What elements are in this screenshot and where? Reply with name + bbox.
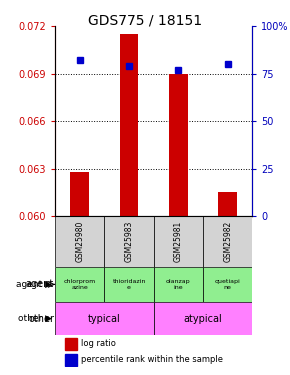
Bar [65, 354, 77, 366]
FancyBboxPatch shape [55, 216, 104, 267]
Bar [65, 338, 77, 350]
FancyBboxPatch shape [154, 267, 203, 302]
FancyBboxPatch shape [55, 267, 104, 302]
Bar [70, 172, 89, 216]
Text: quetiapi
ne: quetiapi ne [215, 279, 240, 290]
FancyBboxPatch shape [154, 302, 252, 335]
Bar [120, 34, 138, 216]
Text: other: other [28, 314, 54, 324]
Bar [218, 192, 237, 216]
Text: typical: typical [88, 314, 121, 324]
Text: atypical: atypical [184, 314, 222, 324]
Text: agent ▶: agent ▶ [16, 280, 52, 289]
Text: GSM25982: GSM25982 [223, 221, 232, 262]
Text: agent: agent [26, 279, 54, 290]
Text: chlorprom
azine: chlorprom azine [64, 279, 96, 290]
Text: GSM25981: GSM25981 [174, 221, 183, 262]
FancyBboxPatch shape [203, 267, 252, 302]
Text: log ratio: log ratio [81, 339, 116, 348]
FancyBboxPatch shape [104, 267, 154, 302]
Text: olanzap
ine: olanzap ine [166, 279, 191, 290]
Text: other ▶: other ▶ [18, 314, 52, 323]
Bar [169, 74, 188, 216]
Text: percentile rank within the sample: percentile rank within the sample [81, 356, 223, 364]
FancyBboxPatch shape [154, 216, 203, 267]
Text: GDS775 / 18151: GDS775 / 18151 [88, 13, 202, 27]
FancyBboxPatch shape [104, 216, 154, 267]
FancyBboxPatch shape [55, 302, 154, 335]
Text: thioridazin
e: thioridazin e [112, 279, 146, 290]
FancyBboxPatch shape [203, 216, 252, 267]
Text: GSM25980: GSM25980 [75, 221, 84, 262]
Text: GSM25983: GSM25983 [124, 221, 134, 262]
